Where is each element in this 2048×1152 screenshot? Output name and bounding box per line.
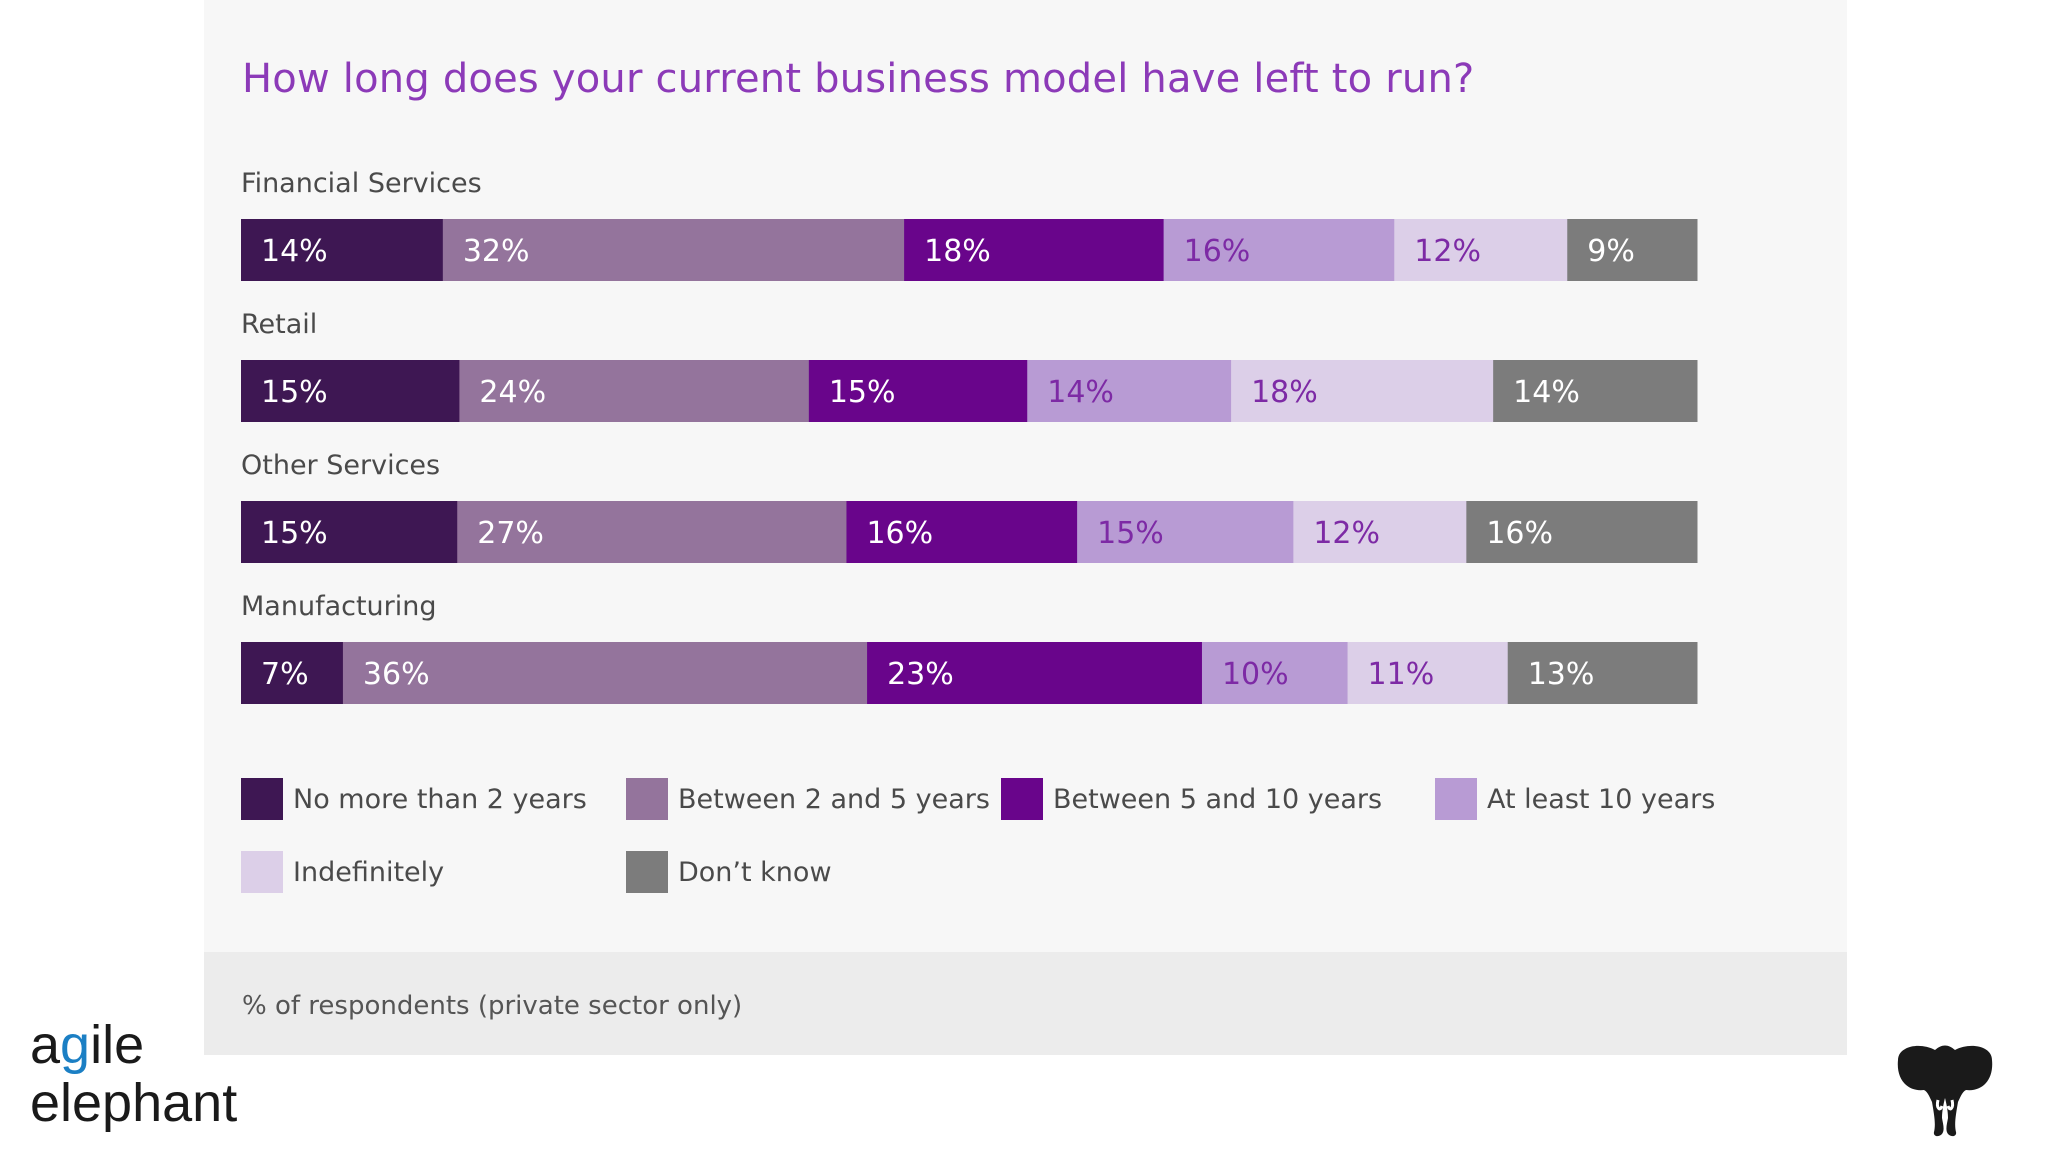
bar-segment xyxy=(1507,642,1698,704)
data-label: 27% xyxy=(477,516,544,551)
bar-segment xyxy=(1394,219,1568,281)
bar-segment xyxy=(904,219,1165,281)
bar-segment xyxy=(241,219,444,281)
logo-line-2: elephant xyxy=(30,1073,238,1133)
bar-segment xyxy=(1347,642,1509,704)
data-label: 24% xyxy=(479,375,546,410)
data-label: 12% xyxy=(1313,516,1380,551)
bar-segment xyxy=(459,360,810,422)
data-label: 14% xyxy=(1047,375,1114,410)
legend-item: No more than 2 years xyxy=(241,778,587,820)
legend-item: Don’t know xyxy=(626,851,832,893)
bar-segment xyxy=(1493,360,1698,422)
stacked-bar-chart: Financial Services 14% 32% 18% 16% 12% 9% Retai… xyxy=(241,168,1698,704)
data-label: 12% xyxy=(1414,234,1481,269)
bar-segment xyxy=(1163,219,1395,281)
bar-segment xyxy=(808,360,1028,422)
data-label: 14% xyxy=(261,234,328,269)
agile-elephant-logo: agile elephant xyxy=(30,1016,237,1132)
bar-segment xyxy=(1027,360,1232,422)
data-label: 18% xyxy=(924,234,991,269)
legend-swatch xyxy=(626,851,668,893)
bar-segment xyxy=(1293,501,1467,563)
bar-segment xyxy=(241,360,460,422)
bar-segment xyxy=(457,501,847,563)
category-label: Other Services xyxy=(241,450,440,481)
data-label: 18% xyxy=(1251,375,1318,410)
data-label: 16% xyxy=(1486,516,1553,551)
legend-swatch xyxy=(241,851,283,893)
bar-segment xyxy=(442,219,905,281)
legend-label: Indefinitely xyxy=(293,856,445,888)
data-label: 7% xyxy=(261,657,309,692)
bar-segment xyxy=(846,501,1078,563)
data-label: 16% xyxy=(1184,234,1251,269)
data-label: 32% xyxy=(463,234,530,269)
bar-segment xyxy=(342,642,868,704)
footnote: % of respondents (private sector only) xyxy=(242,991,743,1021)
bar-segment xyxy=(1201,642,1349,704)
bar-segment xyxy=(1567,219,1698,281)
legend-item: Indefinitely xyxy=(241,851,444,893)
data-label: 15% xyxy=(261,516,328,551)
data-label: 11% xyxy=(1368,657,1435,692)
legend-swatch xyxy=(1001,778,1043,820)
bar-segment xyxy=(1466,501,1698,563)
bar-segment xyxy=(241,501,458,563)
legend-item: At least 10 years xyxy=(1435,778,1715,820)
legend-label: Between 2 and 5 years xyxy=(678,783,990,815)
data-label: 15% xyxy=(1097,516,1164,551)
data-label: 10% xyxy=(1222,657,1289,692)
bar-segment xyxy=(241,642,344,704)
data-label: 13% xyxy=(1528,657,1595,692)
category-label: Financial Services xyxy=(241,168,482,199)
category-label: Retail xyxy=(241,309,317,340)
legend-swatch xyxy=(241,778,283,820)
legend-label: Don’t know xyxy=(678,856,832,888)
elephant-icon xyxy=(1897,1045,1993,1137)
bar-segment xyxy=(1077,501,1294,563)
logo-line-1: agile xyxy=(30,1015,145,1075)
legend-swatch xyxy=(626,778,668,820)
legend-item: Between 5 and 10 years xyxy=(1001,778,1382,820)
legend-label: No more than 2 years xyxy=(293,783,587,815)
legend-label: Between 5 and 10 years xyxy=(1053,783,1383,815)
data-label: 23% xyxy=(887,657,954,692)
category-label: Manufacturing xyxy=(241,591,437,622)
data-label: 36% xyxy=(363,657,430,692)
data-label: 9% xyxy=(1587,234,1635,269)
bar-segment xyxy=(1231,360,1494,422)
data-label: 14% xyxy=(1513,375,1580,410)
legend-swatch xyxy=(1435,778,1477,820)
data-label: 15% xyxy=(261,375,328,410)
data-label: 15% xyxy=(829,375,896,410)
data-label: 16% xyxy=(866,516,933,551)
legend-item: Between 2 and 5 years xyxy=(626,778,990,820)
legend-label: At least 10 years xyxy=(1487,783,1716,815)
chart-title: How long does your current business mode… xyxy=(242,56,1475,102)
bar-segment xyxy=(867,642,1203,704)
footnote-band xyxy=(204,952,1847,1055)
